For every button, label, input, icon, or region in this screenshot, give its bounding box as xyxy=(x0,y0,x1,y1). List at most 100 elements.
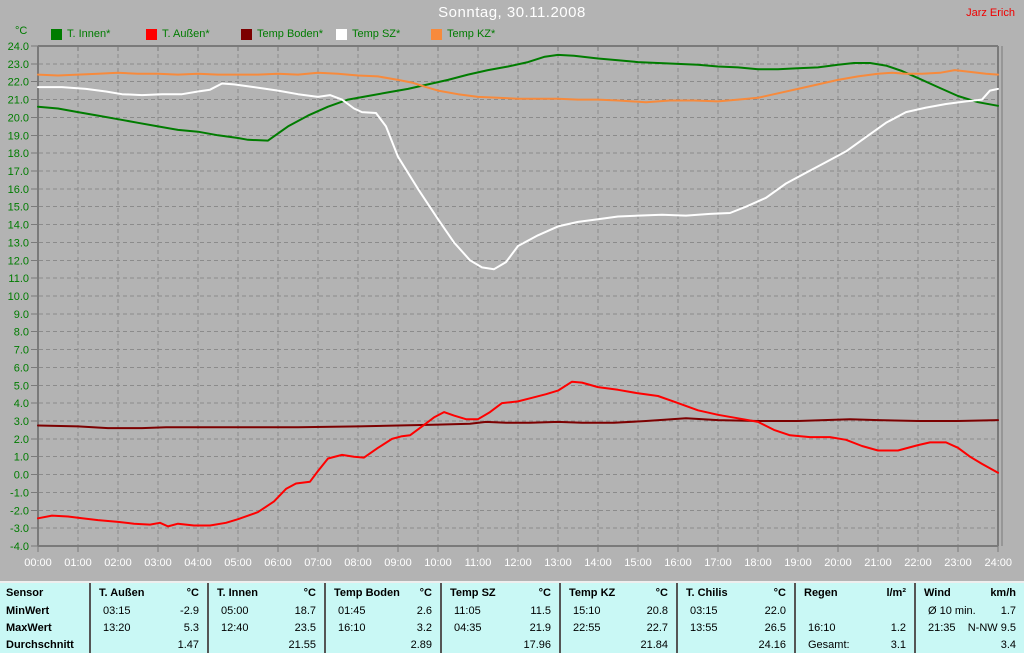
x-tick-label: 13:00 xyxy=(544,557,572,569)
y-tick-label: 14.0 xyxy=(8,220,29,232)
sensor-unit: °C xyxy=(773,587,786,599)
legend-label: Temp SZ* xyxy=(352,28,401,40)
y-tick-label: 3.0 xyxy=(14,416,29,428)
stat-row-label: Durchschnitt xyxy=(6,639,74,651)
legend-label: T. Innen* xyxy=(67,28,111,40)
stat-value-row: 22:55 22.7 xyxy=(561,620,676,637)
stat-column-temp-kz: Temp KZ °C 15:10 20.8 22:55 22.7 21.84 xyxy=(559,583,676,653)
y-tick-label: 6.0 xyxy=(14,362,29,374)
stat-value: 21.84 xyxy=(640,639,668,651)
legend-label: Temp KZ* xyxy=(447,28,496,40)
stat-value-row: 15:10 20.8 xyxy=(561,603,676,620)
x-tick-label: 08:00 xyxy=(344,557,372,569)
stat-time: Gesamt: xyxy=(808,639,850,651)
stat-value: 3.4 xyxy=(1000,639,1016,651)
stat-value: 1.2 xyxy=(890,622,906,634)
x-tick-label: 02:00 xyxy=(104,557,132,569)
y-tick-label: 0.0 xyxy=(14,470,29,482)
stat-time: 03:15 xyxy=(690,605,718,617)
x-tick-label: 23:00 xyxy=(944,557,972,569)
y-tick-label: 18.0 xyxy=(8,148,29,160)
x-tick-label: 01:00 xyxy=(64,557,92,569)
stat-value: 5.3 xyxy=(183,622,199,634)
stat-header-row: Temp KZ °C xyxy=(561,585,676,602)
x-tick-label: 15:00 xyxy=(624,557,652,569)
stat-value: 17.96 xyxy=(523,639,551,651)
series-t-innen- xyxy=(37,53,999,142)
x-tick-label: 05:00 xyxy=(224,557,252,569)
temperature-chart: 24.0 23.0 22.0 21.0 20.0 19.0 18.0 17.0 16.0 15.0… xyxy=(8,41,1012,569)
x-tick-label: 00:00 xyxy=(24,557,52,569)
sensor-unit: °C xyxy=(538,587,551,599)
y-tick-label: -4.0 xyxy=(10,541,29,553)
y-tick-label: -1.0 xyxy=(10,487,29,499)
y-tick-label: 20.0 xyxy=(8,112,29,124)
y-tick-label: 10.0 xyxy=(8,291,29,303)
legend-swatch-icon xyxy=(431,28,442,40)
legend-item: Temp SZ* xyxy=(336,28,400,40)
x-tick-label: 21:00 xyxy=(864,557,892,569)
stat-value-row: 05:00 18.7 xyxy=(209,603,324,620)
stat-column-t-chilis: T. Chilis °C 03:15 22.0 13:55 26.5 24.16 xyxy=(676,583,794,653)
stat-time: 15:10 xyxy=(573,605,601,617)
stat-row-label: MinWert xyxy=(6,605,50,617)
y-tick-label: 2.0 xyxy=(14,434,29,446)
stat-value: 18.7 xyxy=(294,605,316,617)
sensor-name: T. Innen xyxy=(217,587,258,599)
stat-value-row: 21.84 xyxy=(561,637,676,653)
y-tick-label: 16.0 xyxy=(8,184,29,196)
stat-value: 1.7 xyxy=(1000,605,1016,617)
x-tick-label: 24:00 xyxy=(984,557,1012,569)
stat-value: N-NW 9.5 xyxy=(967,622,1016,634)
y-tick-label: 19.0 xyxy=(8,130,29,142)
stat-column-t-innen: T. Innen °C 05:00 18.7 12:40 23.5 21.55 xyxy=(207,583,324,653)
stat-time: 16:10 xyxy=(808,622,836,634)
sensor-unit: °C xyxy=(186,587,199,599)
stat-value-row: 03:15 22.0 xyxy=(678,603,794,620)
stat-value: 21.55 xyxy=(288,639,316,651)
series-t-au-en- xyxy=(37,380,999,528)
x-tick-label: 12:00 xyxy=(504,557,532,569)
legend-item: Temp Boden* xyxy=(241,28,323,40)
stat-value-row: Gesamt: 3.1 xyxy=(796,637,914,653)
stat-header-row: T. Außen °C xyxy=(91,585,207,602)
stat-column-wind: Wind km/h Ø 10 min. 1.7 21:35 N-NW 9.5 3.4 xyxy=(914,583,1024,653)
y-tick-label: 23.0 xyxy=(8,59,29,71)
stat-value-row: 16:10 1.2 xyxy=(796,620,914,637)
stat-value-row: 13:20 5.3 xyxy=(91,620,207,637)
sensor-name: Temp Boden xyxy=(334,587,400,599)
x-tick-label: 19:00 xyxy=(784,557,812,569)
sensor-name: Wind xyxy=(924,587,951,599)
y-tick-label: 13.0 xyxy=(8,237,29,249)
stat-time: Ø 10 min. xyxy=(928,605,976,617)
stat-time: 01:45 xyxy=(338,605,366,617)
sensor-unit: km/h xyxy=(990,587,1016,599)
stat-value: 20.8 xyxy=(646,605,668,617)
stat-time: 12:40 xyxy=(221,622,249,634)
legend-item: Temp KZ* xyxy=(431,28,495,40)
x-tick-label: 10:00 xyxy=(424,557,452,569)
stat-value: 26.5 xyxy=(764,622,786,634)
x-tick-label: 06:00 xyxy=(264,557,292,569)
x-tick-label: 14:00 xyxy=(584,557,612,569)
legend-label: T. Außen* xyxy=(162,28,210,40)
stat-header-row: Temp SZ °C xyxy=(442,585,559,602)
stat-time: 03:15 xyxy=(103,605,131,617)
stat-time: 05:00 xyxy=(221,605,249,617)
y-tick-label: 1.0 xyxy=(14,452,29,464)
stat-value-row: Ø 10 min. 1.7 xyxy=(916,603,1024,620)
legend-label: Temp Boden* xyxy=(257,28,324,40)
y-tick-label: 11.0 xyxy=(8,273,29,285)
legend-swatch-icon xyxy=(241,28,252,40)
y-tick-label: 12.0 xyxy=(8,255,29,267)
stat-value: 1.47 xyxy=(177,639,199,651)
sensor-unit: °C xyxy=(303,587,316,599)
series-temp-sz- xyxy=(37,82,999,271)
stat-value: 23.5 xyxy=(294,622,316,634)
sensor-stats-table: Sensor MinWert MaxWert Durchschnitt T. Außen… xyxy=(0,581,1024,653)
stat-row-labels: Sensor MinWert MaxWert Durchschnitt xyxy=(0,583,89,653)
y-tick-label: 21.0 xyxy=(8,95,29,107)
x-tick-label: 07:00 xyxy=(304,557,332,569)
y-tick-label: 15.0 xyxy=(8,202,29,214)
